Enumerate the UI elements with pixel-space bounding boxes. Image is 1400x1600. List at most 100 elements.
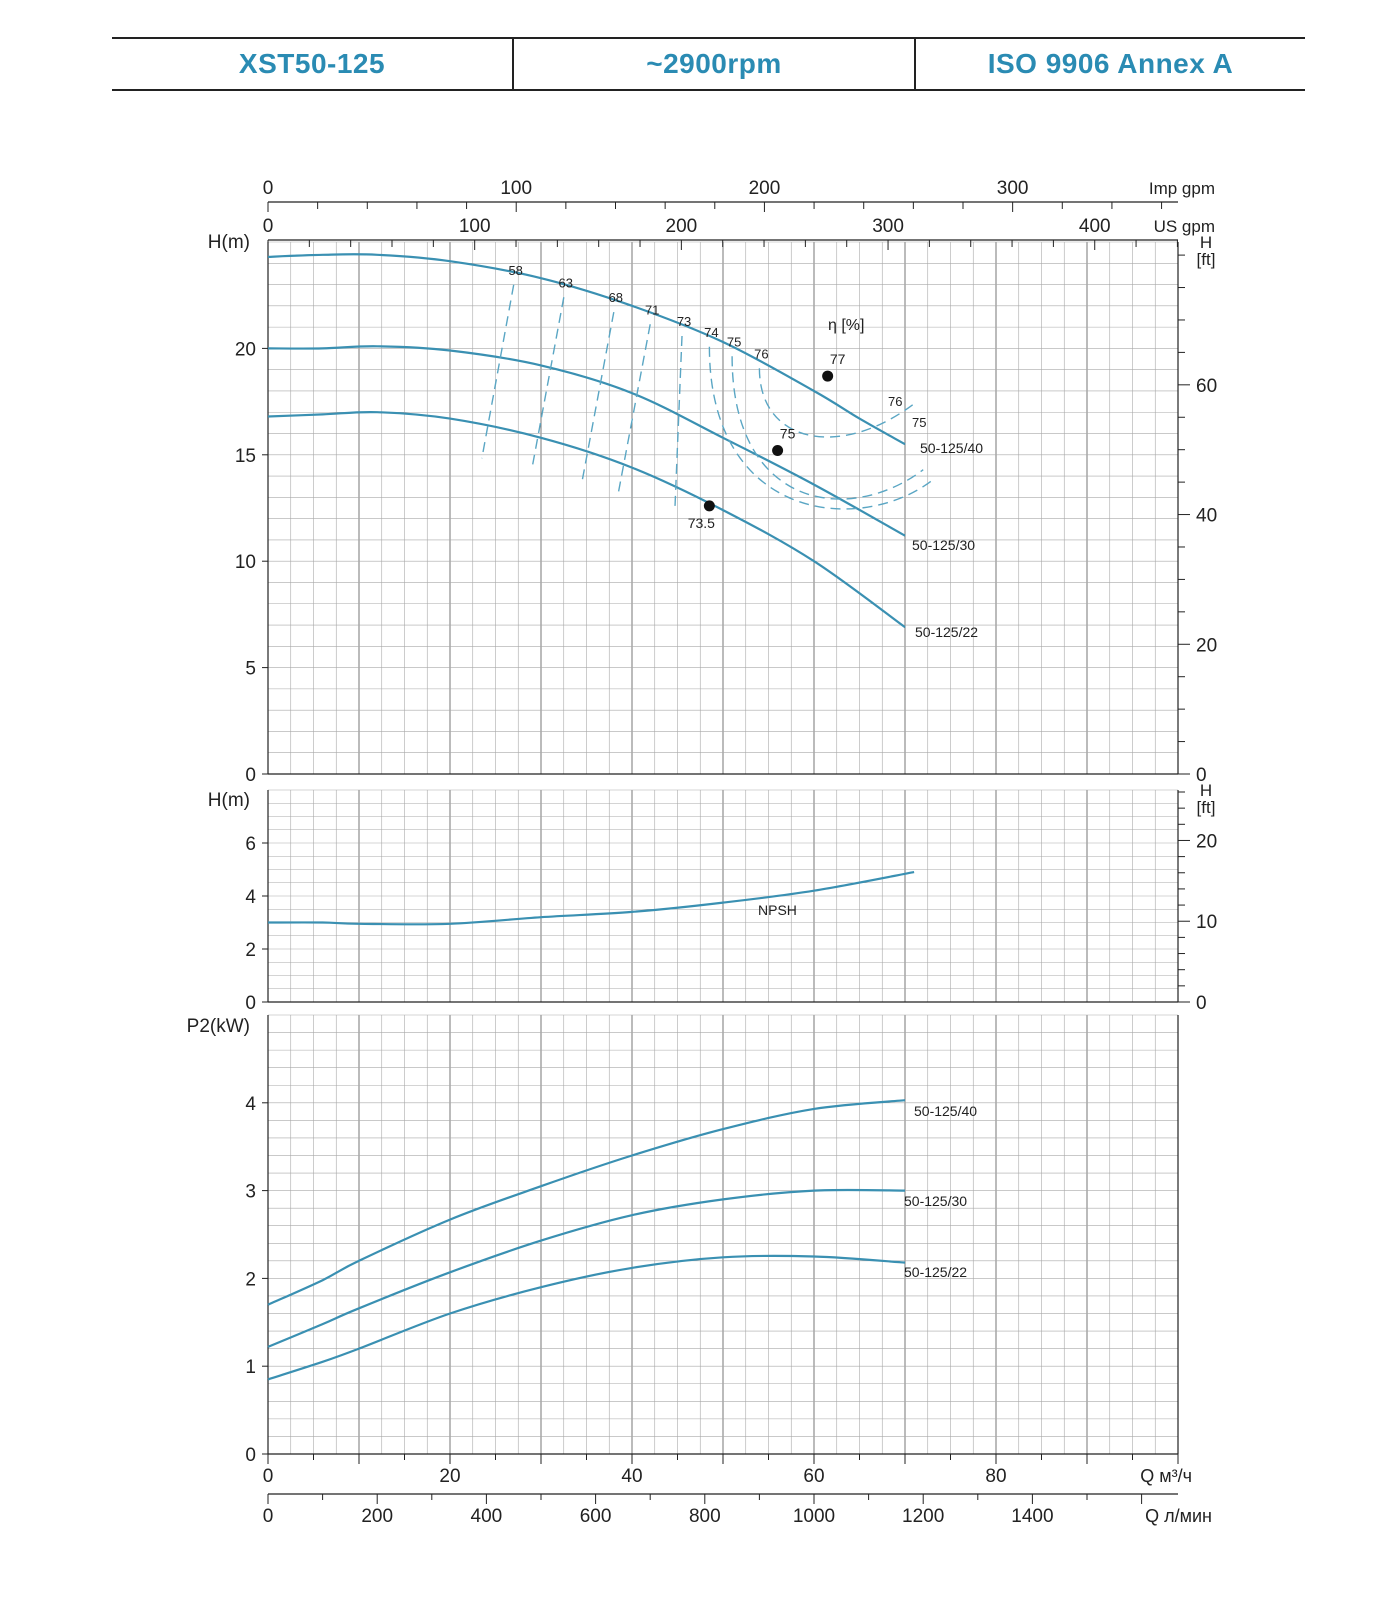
us-gpm-tick-label: 200 bbox=[666, 216, 698, 237]
efficiency-isoline-63 bbox=[531, 297, 565, 469]
standard-title: ISO 9906 Annex A bbox=[987, 48, 1234, 79]
head-ft-label: 0 bbox=[1196, 765, 1207, 786]
q-lmin-tick-label: 600 bbox=[580, 1506, 612, 1527]
efficiency-isoline-76 bbox=[758, 368, 915, 438]
npsh-ytick-label: 6 bbox=[245, 834, 256, 855]
head-ylabel: H(m) bbox=[208, 232, 250, 253]
efficiency-isoline-75 bbox=[731, 356, 924, 500]
power-ytick-label: 4 bbox=[245, 1094, 256, 1115]
q-lmin-tick-label: 1400 bbox=[1011, 1506, 1053, 1527]
bep-point bbox=[703, 500, 715, 512]
q-lmin-tick-label: 400 bbox=[471, 1506, 503, 1527]
power-series-label: 50-125/22 bbox=[904, 1264, 967, 1280]
efficiency-label: 68 bbox=[609, 290, 623, 305]
q-lmin-unit-label: Q л/мин bbox=[1145, 1506, 1212, 1526]
us-gpm-unit-label: US gpm bbox=[1154, 217, 1215, 236]
head-curve-50-125/40 bbox=[267, 253, 906, 446]
power-curve-50-125/30 bbox=[267, 1188, 906, 1348]
q-m3h-tick-label: 40 bbox=[621, 1466, 642, 1487]
npsh-ft-title-h: H bbox=[1200, 781, 1212, 800]
power-ylabel: P2(kW) bbox=[187, 1016, 250, 1037]
power-ytick-label: 0 bbox=[245, 1445, 256, 1466]
efficiency-label: 74 bbox=[704, 325, 718, 340]
npsh-ytick-label: 0 bbox=[245, 993, 256, 1014]
efficiency-label: 75 bbox=[727, 334, 741, 349]
power-ytick-label: 2 bbox=[245, 1269, 256, 1290]
efficiency-right-label: 76 bbox=[888, 394, 902, 409]
imp-gpm-tick-label: 100 bbox=[500, 178, 532, 199]
curves-layer bbox=[267, 253, 933, 1381]
head-series-label: 50-125/30 bbox=[912, 537, 975, 553]
q-lmin-tick-label: 200 bbox=[361, 1506, 393, 1527]
head-series-label: 50-125/40 bbox=[920, 440, 983, 456]
power-curve-50-125/40 bbox=[267, 1099, 906, 1306]
labels-layer: 05101520024601234H(m)H(m)P2(kW)0204060H[… bbox=[187, 178, 1217, 1527]
efficiency-isoline-73 bbox=[674, 335, 683, 512]
us-gpm-tick-label: 100 bbox=[459, 216, 491, 237]
q-lmin-tick-label: 0 bbox=[263, 1506, 274, 1527]
head-series-label: 50-125/22 bbox=[915, 624, 978, 640]
head-ft-title-h: H bbox=[1200, 233, 1212, 252]
npsh-ft-label: 20 bbox=[1196, 831, 1217, 852]
q-m3h-tick-label: 60 bbox=[803, 1466, 824, 1487]
q-lmin-tick-label: 800 bbox=[689, 1506, 721, 1527]
us-gpm-tick-label: 400 bbox=[1079, 216, 1111, 237]
q-m3h-tick-label: 80 bbox=[985, 1466, 1006, 1487]
head-ft-label: 40 bbox=[1196, 506, 1217, 527]
grid-layer bbox=[268, 241, 1178, 1454]
efficiency-label: 73 bbox=[677, 314, 691, 329]
head-ytick-label: 20 bbox=[235, 339, 256, 360]
imp-gpm-tick-label: 200 bbox=[749, 178, 781, 199]
power-ytick-label: 3 bbox=[245, 1182, 256, 1203]
head-ytick-label: 0 bbox=[245, 765, 256, 786]
npsh-curve-NPSH bbox=[267, 871, 915, 926]
efficiency-isoline-68 bbox=[581, 311, 615, 482]
head-curve-50-125/22 bbox=[267, 410, 906, 629]
npsh-ft-title-unit: [ft] bbox=[1197, 798, 1216, 817]
npsh-ytick-label: 2 bbox=[245, 940, 256, 961]
bep-label: 77 bbox=[830, 351, 846, 367]
us-gpm-tick-label: 300 bbox=[872, 216, 904, 237]
head-ytick-label: 5 bbox=[245, 659, 256, 680]
power-series-label: 50-125/30 bbox=[904, 1193, 967, 1209]
npsh-ft-label: 10 bbox=[1196, 912, 1217, 933]
imp-gpm-tick-label: 300 bbox=[997, 178, 1029, 199]
efficiency-label: 71 bbox=[645, 302, 659, 317]
speed-title: ~2900rpm bbox=[514, 39, 916, 89]
head-ft-label: 60 bbox=[1196, 376, 1217, 397]
npsh-ft-label: 0 bbox=[1196, 993, 1207, 1014]
efficiency-isoline-58 bbox=[481, 284, 515, 459]
us-gpm-tick-label: 0 bbox=[263, 216, 274, 237]
bep-point bbox=[822, 370, 834, 382]
npsh-ytick-label: 4 bbox=[245, 887, 256, 908]
head-ft-label: 20 bbox=[1196, 635, 1217, 656]
power-series-label: 50-125/40 bbox=[914, 1103, 977, 1119]
q-m3h-tick-label: 0 bbox=[263, 1466, 274, 1487]
head-ft-title-unit: [ft] bbox=[1197, 250, 1216, 269]
head-ytick-label: 10 bbox=[235, 552, 256, 573]
q-m3h-unit-label: Q м³/ч bbox=[1140, 1466, 1192, 1486]
axes-layer bbox=[262, 201, 1190, 1504]
q-lmin-tick-label: 1200 bbox=[902, 1506, 944, 1527]
efficiency-isoline-71 bbox=[617, 324, 651, 493]
q-m3h-tick-label: 20 bbox=[439, 1466, 460, 1487]
efficiency-isoline-74 bbox=[708, 346, 933, 510]
power-ytick-label: 1 bbox=[245, 1357, 256, 1378]
head-ytick-label: 15 bbox=[235, 446, 256, 467]
power-curve-50-125/22 bbox=[267, 1254, 906, 1381]
bep-label: 73.5 bbox=[688, 515, 715, 531]
efficiency-label: 63 bbox=[559, 275, 573, 290]
chart-header: XST50-125 ~2900rpm ISO 9906 Annex A bbox=[112, 37, 1305, 91]
q-lmin-tick-label: 1000 bbox=[793, 1506, 835, 1527]
efficiency-title: η [%] bbox=[828, 317, 864, 334]
efficiency-right-label: 75 bbox=[912, 415, 926, 430]
imp-gpm-tick-label: 0 bbox=[263, 178, 274, 199]
bep-point bbox=[772, 445, 784, 457]
bep-label: 75 bbox=[780, 426, 796, 442]
efficiency-label: 58 bbox=[508, 263, 522, 278]
imp-gpm-unit-label: Imp gpm bbox=[1149, 179, 1215, 198]
efficiency-label: 76 bbox=[754, 346, 768, 361]
head-curve-50-125/30 bbox=[267, 345, 906, 537]
model-title: XST50-125 bbox=[112, 39, 514, 89]
